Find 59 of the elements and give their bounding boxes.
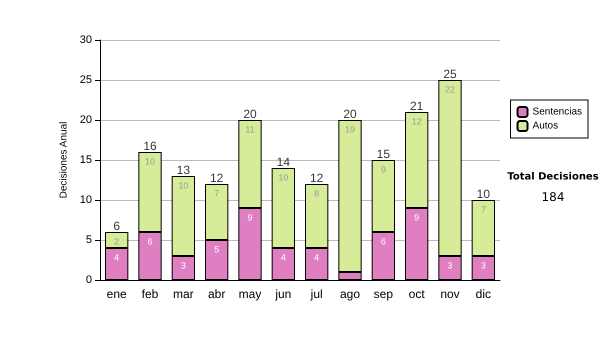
data-label: 10 [278,172,288,182]
data-label: 10 [144,156,156,166]
y-tick-label: 10 [80,194,92,206]
total-label: 12 [310,171,324,185]
y-tick-label: 20 [80,114,92,126]
y-tick-label: 30 [80,34,92,46]
data-label: 22 [444,84,456,94]
data-label: 6 [380,236,386,246]
total-label: 16 [143,139,157,153]
total-label: 15 [376,147,390,161]
x-tick-label: oct [408,287,426,301]
total-label: 14 [276,155,290,169]
data-label: 9 [247,212,253,222]
text: 184 [542,190,564,204]
data-label: 4 [114,252,120,262]
x-tick-label: nov [440,287,460,301]
total-label: 25 [443,67,457,81]
data-label: 8 [314,188,320,198]
data-label: 9 [414,212,420,222]
x-tick-label: abr [208,287,226,301]
data-label: 3 [447,260,453,270]
x-tick-label: ago [340,287,360,301]
total-label: 20 [243,107,257,121]
data-label: 19 [344,124,356,134]
data-label: 7 [480,204,486,214]
total-label: 21 [410,99,424,113]
total-label: 13 [176,163,190,177]
total-label: 12 [210,171,224,185]
legend-label: Autos [532,120,558,132]
data-label: 11 [245,124,255,134]
data-label: 7 [214,188,220,198]
data-label: 12 [412,116,422,126]
x-tick-label: jun [274,287,292,301]
x-tick-label: mar [172,287,194,301]
x-tick-label: ene [106,287,127,301]
data-label: 2 [114,236,120,246]
data-label: 3 [180,260,186,270]
data-label: 6 [147,236,153,246]
data-label: 5 [214,244,220,254]
y-tick-label: 25 [80,74,92,86]
x-tick-label: feb [142,287,159,301]
text: Total Decisiones [507,172,599,182]
total-label: 6 [113,219,120,233]
x-tick-label: sep [374,287,394,301]
data-label: 10 [178,180,188,190]
data-label: 9 [380,164,386,174]
total-label: 20 [343,107,357,121]
y-axis-title: Decisiones Anual [58,122,70,198]
data-label: 4 [314,252,320,262]
y-tick-label: 0 [86,274,92,286]
x-tick-label: jul [310,287,323,301]
x-tick-label: dic [476,287,492,301]
y-tick-label: 5 [86,234,92,246]
data-label: 3 [480,260,486,270]
total-label: 10 [476,187,490,201]
data-label: 4 [280,252,286,262]
legend-label: Sentencias [532,106,582,118]
y-tick-label: 15 [80,154,92,166]
x-tick-label: may [238,287,262,301]
